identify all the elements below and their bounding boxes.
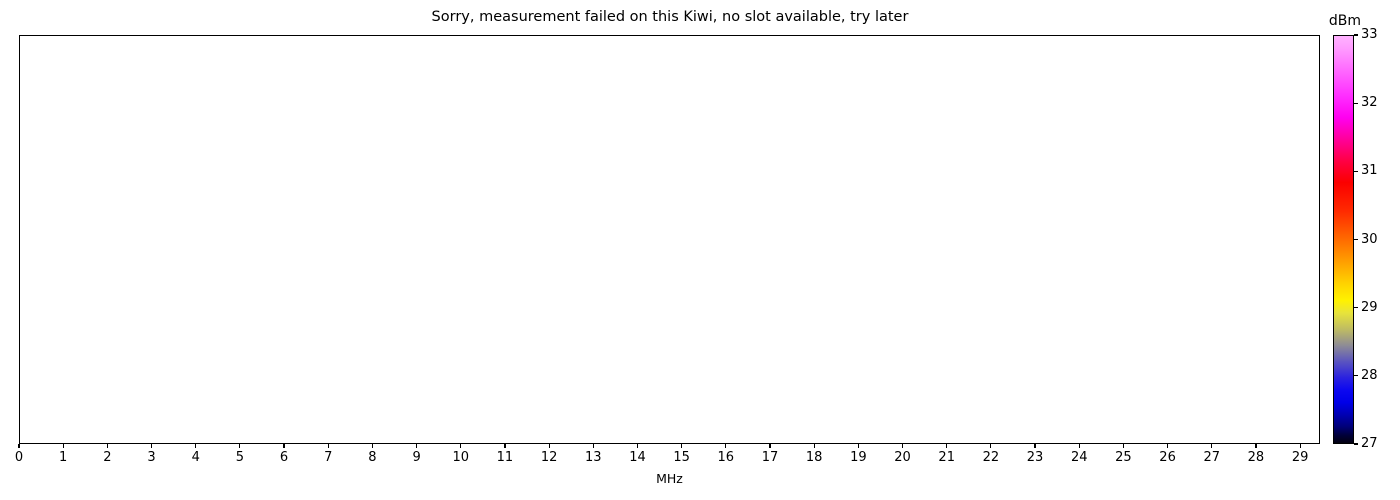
x-tick-label: 19 bbox=[850, 450, 867, 465]
x-tick-mark bbox=[1299, 444, 1301, 448]
x-tick-mark bbox=[1211, 444, 1213, 448]
x-tick-mark bbox=[946, 444, 948, 448]
x-tick-mark bbox=[681, 444, 683, 448]
colorbar-tick-label: 32 bbox=[1361, 95, 1378, 111]
x-tick-mark bbox=[195, 444, 197, 448]
x-tick-label: 12 bbox=[540, 450, 558, 465]
plot-canvas-empty bbox=[20, 36, 1319, 443]
x-tick-mark bbox=[327, 444, 329, 448]
x-tick-label: 0 bbox=[14, 450, 24, 465]
x-tick-mark bbox=[1078, 444, 1080, 448]
x-tick-label: 27 bbox=[1203, 450, 1221, 465]
colorbar-tick-label: 29 bbox=[1361, 299, 1378, 315]
x-tick-mark bbox=[592, 444, 594, 448]
x-tick-label: 10 bbox=[452, 450, 470, 465]
x-tick-mark bbox=[239, 444, 241, 448]
colorbar-tick-label: 31 bbox=[1361, 163, 1378, 179]
x-tick-label: 3 bbox=[147, 450, 156, 465]
x-tick-label: 22 bbox=[982, 450, 1000, 465]
x-tick-mark bbox=[990, 444, 992, 448]
x-tick-label: 21 bbox=[938, 450, 955, 465]
x-tick-label: 23 bbox=[1026, 450, 1044, 465]
x-tick-mark bbox=[106, 444, 108, 448]
x-tick-label: 17 bbox=[761, 450, 779, 465]
x-axis-label: MHz bbox=[656, 471, 683, 486]
x-tick-mark bbox=[901, 444, 904, 448]
x-tick-mark bbox=[460, 444, 462, 448]
x-tick-label: 4 bbox=[191, 450, 200, 465]
x-tick-label: 24 bbox=[1070, 450, 1088, 465]
x-tick-mark bbox=[857, 444, 859, 448]
x-tick-label: 6 bbox=[279, 450, 289, 465]
colorbar-tick-mark bbox=[1354, 307, 1358, 309]
colorbar[interactable] bbox=[1333, 35, 1354, 444]
x-tick-label: 29 bbox=[1291, 450, 1309, 465]
x-tick-label: 9 bbox=[412, 450, 421, 465]
colorbar-gradient bbox=[1334, 36, 1353, 443]
x-tick-label: 18 bbox=[805, 450, 823, 465]
x-tick-mark bbox=[371, 444, 373, 448]
x-tick-mark bbox=[813, 444, 815, 448]
x-tick-label: 11 bbox=[496, 450, 514, 465]
colorbar-tick-mark bbox=[1354, 170, 1358, 172]
x-tick-mark bbox=[62, 444, 64, 448]
plot-axes[interactable] bbox=[19, 35, 1320, 444]
x-tick-mark bbox=[1122, 444, 1124, 448]
x-tick-mark bbox=[1166, 444, 1169, 448]
x-tick-label: 26 bbox=[1159, 450, 1176, 465]
x-tick-mark bbox=[1255, 444, 1257, 448]
colorbar-tick-label: 30 bbox=[1361, 231, 1378, 247]
x-tick-label: 16 bbox=[717, 450, 735, 465]
x-tick-mark bbox=[725, 444, 727, 448]
x-tick-mark bbox=[769, 444, 771, 448]
x-tick-label: 8 bbox=[368, 450, 377, 465]
x-tick-mark bbox=[1034, 444, 1036, 448]
colorbar-tick-label: 28 bbox=[1361, 367, 1378, 383]
x-tick-label: 5 bbox=[235, 450, 245, 465]
colorbar-tick-mark bbox=[1354, 238, 1358, 241]
x-tick-label: 28 bbox=[1247, 450, 1265, 465]
colorbar-tick-mark bbox=[1354, 375, 1358, 377]
x-tick-label: 1 bbox=[59, 450, 68, 465]
x-tick-mark bbox=[548, 444, 550, 448]
page-title: Sorry, measurement failed on this Kiwi, … bbox=[431, 9, 909, 25]
x-tick-label: 13 bbox=[585, 450, 602, 465]
x-tick-label: 14 bbox=[629, 450, 646, 465]
colorbar-label: dBm bbox=[1328, 13, 1362, 29]
x-tick-mark bbox=[415, 444, 418, 448]
x-tick-label: 25 bbox=[1115, 450, 1132, 465]
colorbar-tick-label: 27 bbox=[1361, 436, 1378, 451]
colorbar-tick-mark bbox=[1354, 102, 1358, 104]
x-tick-label: 15 bbox=[673, 450, 690, 465]
x-tick-label: 20 bbox=[894, 450, 911, 465]
x-tick-mark bbox=[283, 444, 285, 448]
colorbar-tick-label: 33 bbox=[1361, 27, 1378, 42]
x-tick-mark bbox=[150, 444, 153, 448]
colorbar-tick-mark bbox=[1354, 443, 1358, 445]
x-tick-mark bbox=[18, 444, 20, 448]
x-tick-mark bbox=[504, 444, 506, 448]
colorbar-tick-mark bbox=[1354, 34, 1358, 36]
x-tick-label: 2 bbox=[103, 450, 112, 465]
x-tick-label: 7 bbox=[324, 450, 333, 465]
x-tick-mark bbox=[636, 444, 639, 448]
